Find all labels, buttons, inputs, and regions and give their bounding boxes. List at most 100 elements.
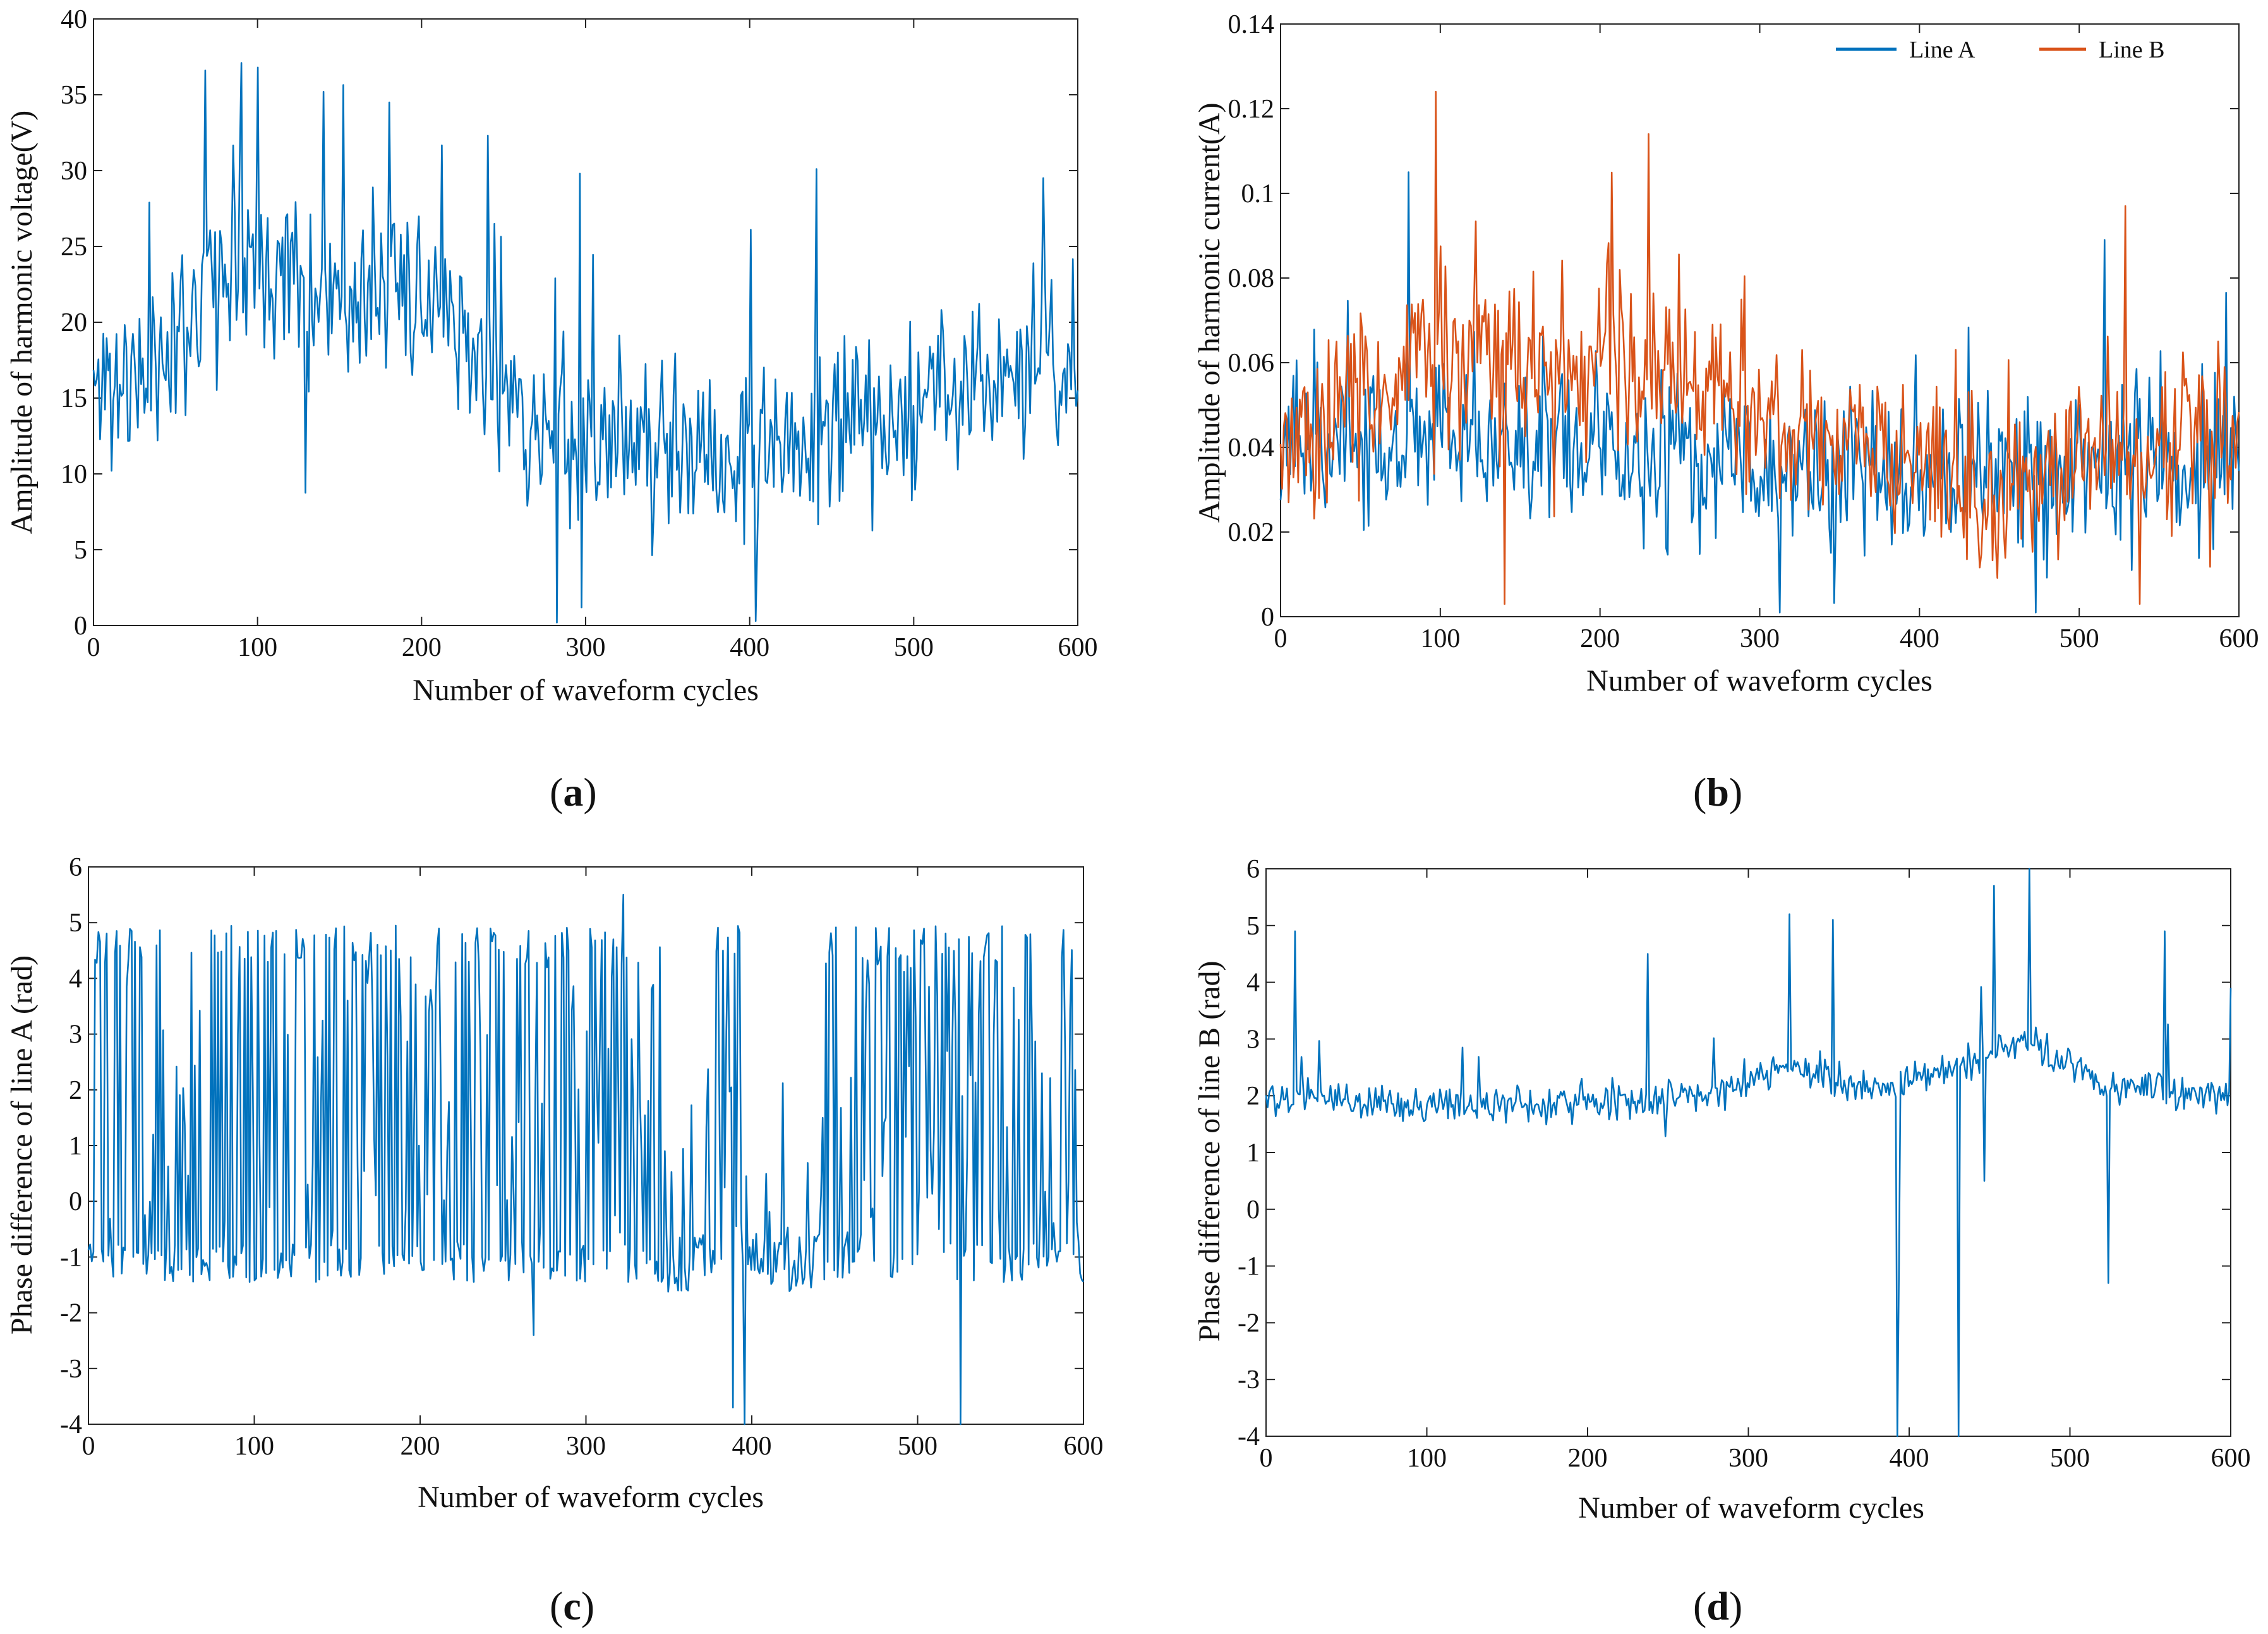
y-tick-label-a-0: 0 — [74, 612, 87, 641]
x-tick-label-b-6: 600 — [2219, 624, 2259, 653]
series-line-b-line-b — [1279, 90, 2240, 605]
y-tick-label-d-8: 4 — [1246, 969, 1260, 998]
x-tick-label-a-4: 400 — [730, 633, 769, 662]
y-tick-label-c-4: 0 — [69, 1187, 82, 1216]
y-tick-label-c-1: -3 — [60, 1355, 82, 1384]
y-tick-label-c-10: 6 — [69, 853, 82, 882]
axis-ticks-b: 0 100 200 300 400 500 600 0 0.02 0.04 0.06 0.08 0.1 0… — [1228, 10, 2259, 653]
y-tick-label-d-1: -3 — [1238, 1365, 1260, 1395]
x-tick-label-b-2: 200 — [1580, 624, 1620, 653]
series-line-d-line-b — [1265, 868, 2232, 1437]
y-axis-title-b: Amplitude of harmonic current(A) — [1193, 102, 1226, 523]
x-tick-label-c-6: 600 — [1064, 1432, 1104, 1461]
y-tick-label-d-7: 3 — [1246, 1025, 1260, 1054]
y-tick-label-c-7: 3 — [69, 1020, 82, 1050]
axis-ticks-c: 0 100 200 300 400 500 600 -4 -3 -2 -1 0 1 2 3 4 5 6 — [60, 853, 1104, 1461]
x-tick-label-c-2: 200 — [401, 1432, 440, 1461]
y-axis-title-c: Phase difference of line A (rad) — [5, 955, 39, 1334]
y-tick-label-b-6: 0.12 — [1228, 95, 1275, 124]
panel-letter-c: c — [563, 1583, 581, 1628]
y-tick-label-b-5: 0.1 — [1241, 179, 1275, 209]
x-axis-title-b: Number of waveform cycles — [1586, 664, 1933, 698]
y-tick-label-b-2: 0.04 — [1228, 433, 1275, 463]
panel-letter-a: a — [563, 770, 583, 814]
y-tick-label-d-9: 5 — [1246, 912, 1260, 941]
y-tick-label-d-4: 0 — [1246, 1195, 1260, 1225]
y-tick-label-b-0: 0 — [1261, 603, 1274, 632]
legend-label-line-a: Line A — [1909, 37, 1975, 63]
chart-panel-c: 0 100 200 300 400 500 600 -4 -3 -2 -1 0 1 2 3 4 5 6 Numbe… — [5, 853, 1104, 1628]
panel-label-d: (d) — [1693, 1583, 1742, 1628]
series-group-c — [87, 893, 1085, 1425]
x-tick-label-b-0: 0 — [1274, 624, 1288, 653]
x-tick-label-d-0: 0 — [1260, 1444, 1273, 1473]
y-tick-label-b-3: 0.06 — [1228, 349, 1275, 378]
x-tick-label-a-5: 500 — [894, 633, 934, 662]
x-tick-label-c-5: 500 — [898, 1432, 938, 1461]
y-tick-label-c-3: -1 — [60, 1243, 82, 1272]
y-tick-label-b-4: 0.08 — [1228, 264, 1275, 293]
y-tick-label-c-5: 1 — [69, 1132, 82, 1161]
x-tick-label-a-1: 100 — [238, 633, 277, 662]
y-tick-label-d-5: 1 — [1246, 1139, 1260, 1168]
series-line-a-line-a — [92, 62, 1079, 624]
y-tick-label-d-0: -4 — [1238, 1422, 1260, 1451]
series-group-d — [1265, 868, 2232, 1437]
panel-letter-d: d — [1706, 1583, 1729, 1628]
y-tick-label-c-2: -2 — [60, 1299, 82, 1328]
y-tick-label-d-3: -1 — [1238, 1252, 1260, 1281]
y-tick-label-b-1: 0.02 — [1228, 518, 1275, 547]
x-tick-label-b-1: 100 — [1420, 624, 1460, 653]
x-tick-label-c-3: 300 — [566, 1432, 606, 1461]
y-tick-label-c-8: 4 — [69, 964, 82, 993]
x-tick-label-d-1: 100 — [1407, 1444, 1447, 1473]
panel-label-b: (b) — [1693, 770, 1742, 814]
series-group-b — [1279, 90, 2240, 614]
panel-label-c: (c) — [550, 1583, 594, 1628]
y-tick-label-c-6: 2 — [69, 1076, 82, 1105]
x-axis-title-a: Number of waveform cycles — [413, 674, 759, 707]
x-tick-label-a-6: 600 — [1058, 633, 1098, 662]
y-tick-label-a-5: 25 — [61, 233, 87, 262]
y-tick-label-c-9: 5 — [69, 909, 82, 938]
x-tick-label-d-6: 600 — [2211, 1444, 2251, 1473]
y-tick-label-d-2: -2 — [1238, 1309, 1260, 1338]
x-tick-label-b-3: 300 — [1740, 624, 1780, 653]
x-tick-label-d-2: 200 — [1568, 1444, 1608, 1473]
x-tick-label-a-2: 200 — [402, 633, 442, 662]
y-axis-title-d: Phase difference of line B (rad) — [1193, 961, 1226, 1342]
chart-panel-b: 0 100 200 300 400 500 600 0 0.02 0.04 0.06 0.08 0.1 0… — [1193, 10, 2259, 814]
legend-label-line-b: Line B — [2099, 37, 2164, 63]
y-tick-label-a-7: 35 — [61, 81, 87, 110]
y-tick-label-c-0: -4 — [60, 1410, 82, 1439]
x-tick-label-c-1: 100 — [234, 1432, 274, 1461]
axis-ticks-d: 0 100 200 300 400 500 600 -4 -3 -2 -1 0 1 2 3 4 5 6 — [1238, 855, 2251, 1473]
panel-letter-b: b — [1706, 770, 1729, 814]
x-tick-label-d-5: 500 — [2050, 1444, 2090, 1473]
y-tick-label-a-3: 15 — [61, 384, 87, 413]
x-tick-label-b-5: 500 — [2060, 624, 2099, 653]
y-tick-label-d-10: 6 — [1246, 855, 1260, 884]
x-tick-label-d-3: 300 — [1728, 1444, 1768, 1473]
y-tick-label-a-8: 40 — [61, 5, 87, 34]
series-group-a — [92, 62, 1079, 624]
y-tick-label-a-1: 5 — [74, 536, 87, 565]
chart-panel-a: 0 100 200 300 400 500 600 0 5 10 15 20 25 30 35 40 Numb… — [5, 5, 1098, 814]
series-line-b-line-a — [1279, 171, 2240, 614]
legend-b: Line A Line B — [1836, 37, 2164, 63]
y-tick-label-a-6: 30 — [61, 157, 87, 186]
y-tick-label-b-7: 0.14 — [1228, 10, 1275, 39]
y-axis-title-a: Amplitude of harmonic voltage(V) — [5, 111, 39, 534]
panel-label-a: (a) — [550, 770, 597, 814]
x-axis-title-c: Number of waveform cycles — [418, 1480, 764, 1514]
chart-panel-d: 0 100 200 300 400 500 600 -4 -3 -2 -1 0 1 2 3 4 5 6 Numbe… — [1193, 855, 2251, 1628]
y-tick-label-a-2: 10 — [61, 460, 87, 489]
x-tick-label-a-0: 0 — [87, 633, 100, 662]
y-tick-label-a-4: 20 — [61, 308, 87, 337]
x-tick-label-a-3: 300 — [566, 633, 606, 662]
y-tick-label-d-6: 2 — [1246, 1082, 1260, 1111]
axis-ticks-a: 0 100 200 300 400 500 600 0 5 10 15 20 25 30 35 40 — [61, 5, 1098, 662]
x-axis-title-d: Number of waveform cycles — [1578, 1491, 1924, 1525]
